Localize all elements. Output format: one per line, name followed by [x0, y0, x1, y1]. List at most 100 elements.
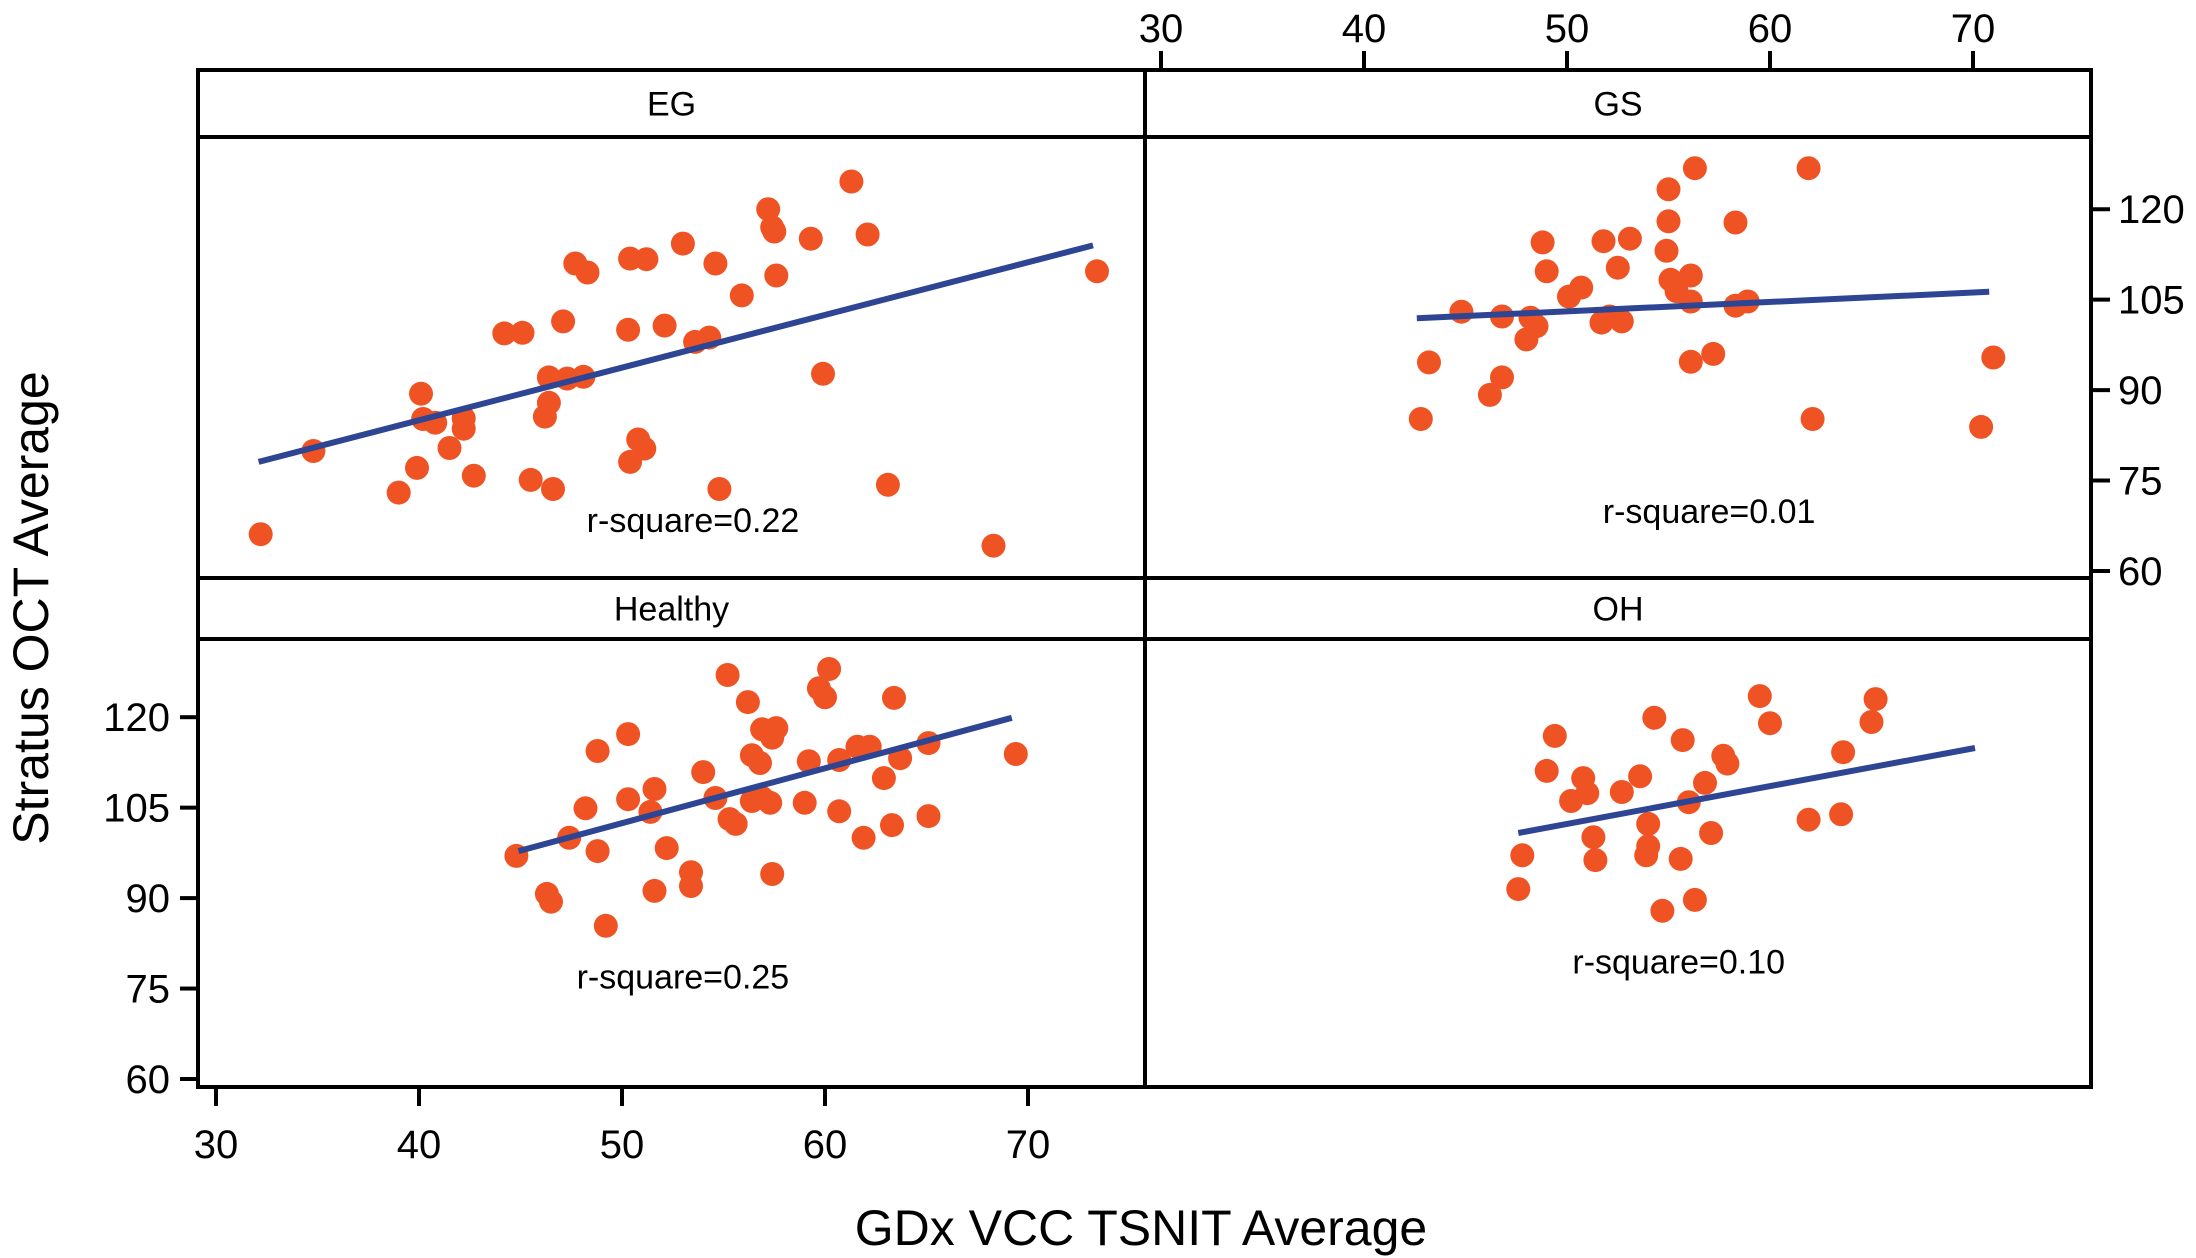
- data-point: [1693, 770, 1717, 795]
- data-point: [1747, 684, 1772, 709]
- data-point: [817, 657, 842, 681]
- panel-healthy: Healthy r-square=0.25: [504, 591, 1028, 997]
- data-point: [1715, 751, 1740, 776]
- data-point: [1003, 742, 1028, 766]
- x-tick-label-top: 60: [1748, 7, 1793, 51]
- data-point: [1656, 177, 1681, 202]
- panel-oh: OH r-square=0.10: [1506, 591, 1976, 982]
- data-point: [386, 480, 411, 505]
- data-point: [1542, 723, 1567, 748]
- data-point: [1682, 156, 1707, 181]
- data-point: [756, 197, 781, 222]
- data-point: [1863, 687, 1888, 712]
- data-point: [796, 749, 821, 774]
- data-point: [248, 522, 273, 547]
- data-point: [1477, 382, 1502, 407]
- panel-eg: EG r-square=0.22: [248, 86, 1109, 558]
- y-tick-label-right: 90: [2118, 369, 2163, 413]
- data-point: [1085, 259, 1109, 284]
- data-point: [703, 251, 728, 276]
- data-point: [1800, 407, 1825, 431]
- data-point: [1636, 811, 1661, 836]
- data-point: [1534, 259, 1559, 284]
- regression-line: [257, 242, 1094, 465]
- data-point: [1628, 764, 1653, 789]
- y-tick-label-left: 105: [103, 787, 170, 831]
- data-point: [1417, 350, 1441, 375]
- data-point: [573, 796, 598, 821]
- y-tick-label-left: 75: [126, 968, 171, 1012]
- x-tick-label-bottom: 70: [1006, 1123, 1051, 1167]
- data-point: [1530, 230, 1555, 255]
- data-point: [855, 222, 880, 247]
- data-point: [654, 836, 679, 861]
- data-point: [875, 472, 900, 497]
- x-tick-label-top: 50: [1545, 7, 1590, 51]
- x-tick-label-bottom: 40: [397, 1123, 442, 1167]
- data-point: [748, 751, 772, 775]
- data-point: [1656, 209, 1681, 234]
- axes: 30 30 40 40 50 50 60 60 70 70 60 60 75 75 90 90 105 105 12…: [103, 7, 2185, 1167]
- data-point: [451, 416, 476, 441]
- data-point: [1609, 309, 1634, 334]
- y-tick-label-right: 105: [2118, 279, 2185, 323]
- data-point: [539, 889, 563, 914]
- strip-label-healthy: Healthy: [614, 591, 729, 629]
- data-point: [1758, 711, 1782, 736]
- data-point: [760, 215, 785, 240]
- data-point: [1723, 210, 1748, 235]
- data-point: [405, 455, 429, 480]
- data-point: [616, 787, 641, 812]
- r-square-label: r-square=0.10: [1572, 944, 1785, 982]
- x-tick-label-bottom: 30: [194, 1123, 239, 1167]
- data-point: [1969, 414, 1994, 439]
- data-point: [1569, 275, 1594, 300]
- data-point: [1701, 341, 1726, 366]
- data-point: [798, 226, 823, 251]
- data-point: [585, 739, 610, 763]
- y-tick-label-left: 60: [126, 1058, 171, 1102]
- data-point: [729, 283, 754, 308]
- data-point: [792, 790, 817, 815]
- data-point: [616, 722, 641, 747]
- y-tick-label-right: 120: [2118, 188, 2185, 232]
- data-point: [1575, 781, 1600, 806]
- data-point: [880, 813, 904, 838]
- data-point: [760, 862, 785, 886]
- data-point: [1534, 758, 1559, 783]
- strip-label-eg: EG: [647, 86, 696, 124]
- x-tick-label-top: 30: [1139, 7, 1184, 51]
- data-point: [532, 404, 557, 429]
- regression-line: [1416, 288, 1990, 322]
- x-axis-title: GDx VCC TSNIT Average: [855, 1200, 1427, 1256]
- data-point: [670, 231, 695, 256]
- data-point: [510, 320, 535, 345]
- plot-area: [248, 169, 1109, 558]
- data-point: [1654, 238, 1679, 263]
- data-point: [707, 477, 732, 501]
- data-point: [839, 169, 864, 194]
- data-point: [1408, 407, 1433, 431]
- data-point: [634, 247, 659, 272]
- strip-label-oh: OH: [1593, 591, 1644, 629]
- data-point: [1650, 898, 1675, 923]
- data-point: [585, 839, 610, 864]
- data-point: [1682, 887, 1707, 912]
- data-point: [616, 317, 641, 342]
- x-tick-label-top: 40: [1342, 7, 1387, 51]
- data-point: [1617, 226, 1642, 251]
- data-point: [1524, 314, 1549, 339]
- data-point: [642, 878, 667, 903]
- strip-label-gs: GS: [1593, 86, 1642, 124]
- panel-gs: GS r-square=0.01: [1408, 86, 2006, 531]
- data-point: [1678, 263, 1703, 288]
- x-tick-label-bottom: 60: [803, 1123, 848, 1167]
- y-axis-title: Stratus OCT Average: [3, 371, 59, 844]
- data-point: [1642, 705, 1667, 730]
- data-point: [758, 790, 783, 815]
- data-point: [813, 685, 837, 710]
- data-point: [541, 477, 565, 501]
- data-point: [1609, 780, 1634, 804]
- data-point: [551, 309, 576, 334]
